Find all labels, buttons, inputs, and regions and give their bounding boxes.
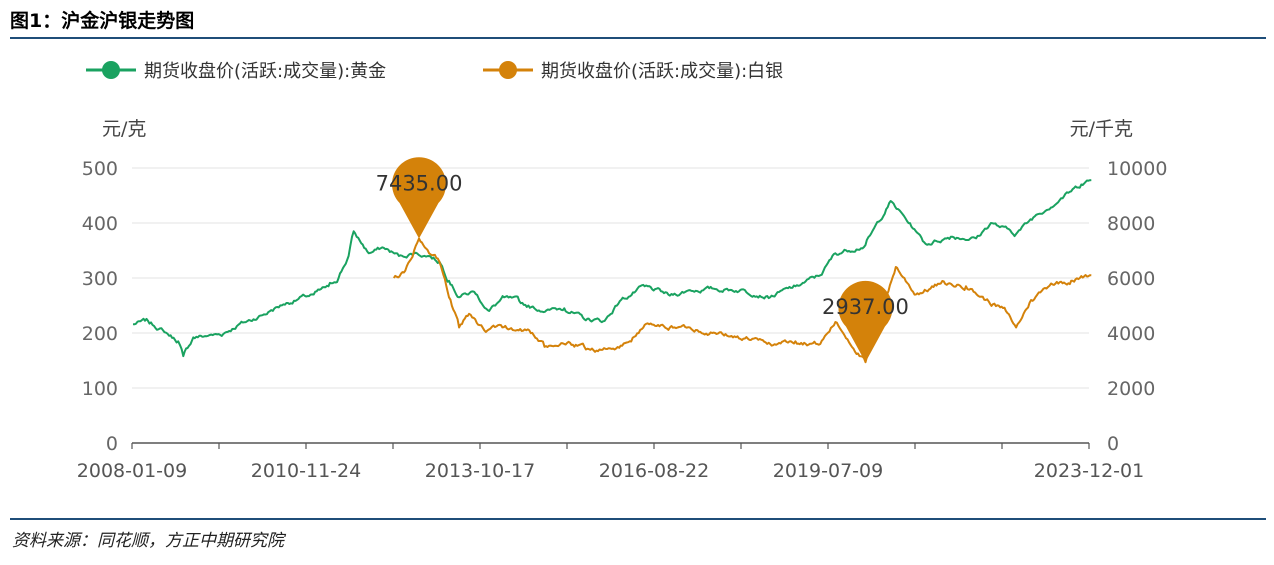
y-left-tick-label: 500 xyxy=(82,158,118,180)
grid xyxy=(132,167,1089,389)
gold-silver-chart: 期货收盘价(活跃:成交量):黄金 期货收盘价(活跃:成交量):白银 0 100 200… xyxy=(77,61,1168,482)
y-left-tick-label: 100 xyxy=(82,378,118,400)
x-tick-label: 2008-01-09 xyxy=(77,460,187,482)
bottom-divider xyxy=(10,518,1266,520)
silver-legend-dot xyxy=(499,61,517,79)
x-tick-label: 2010-11-24 xyxy=(251,460,361,482)
y-right-tick-label: 8000 xyxy=(1107,213,1155,235)
y-right-tick-label: 10000 xyxy=(1107,158,1167,180)
gold-legend-dot xyxy=(102,61,120,79)
gold-series-line xyxy=(132,179,1092,358)
y-right-tick-label: 0 xyxy=(1107,433,1119,455)
y-left-unit: 元/克 xyxy=(102,118,146,140)
x-tick-label: 2019-07-09 xyxy=(773,460,883,482)
y-right-tick-label: 2000 xyxy=(1107,378,1155,400)
annotation-markers: 7435.00 2937.00 xyxy=(376,157,909,363)
silver-legend-label: 期货收盘价(活跃:成交量):白银 xyxy=(541,61,783,82)
min-marker-label: 2937.00 xyxy=(822,295,909,319)
source-note: 资料来源：同花顺，方正中期研究院 xyxy=(12,531,284,551)
x-tick-label: 2023-12-01 xyxy=(1034,460,1144,482)
y-left-tick-label: 300 xyxy=(82,268,118,290)
figure-title: 图1：沪金沪银走势图 xyxy=(10,10,195,32)
top-divider xyxy=(10,37,1266,39)
y-right-tick-label: 6000 xyxy=(1107,268,1155,290)
series-lines xyxy=(132,179,1092,364)
gold-legend-label: 期货收盘价(活跃:成交量):黄金 xyxy=(144,61,386,82)
axes: 0 100 200 300 400 500 0 2000 4000 6000 8000 10000 元/… xyxy=(77,118,1168,482)
y-left-tick-label: 400 xyxy=(82,213,118,235)
min-marker-pin xyxy=(838,280,893,363)
x-tick-label: 2016-08-22 xyxy=(599,460,709,482)
max-marker-label: 7435.00 xyxy=(376,172,463,196)
y-left-tick-label: 200 xyxy=(82,323,118,345)
y-left-tick-label: 0 xyxy=(106,433,118,455)
max-marker-pin xyxy=(392,157,447,239)
silver-series-line xyxy=(392,237,1092,364)
x-tick-label: 2013-10-17 xyxy=(425,460,535,482)
legend: 期货收盘价(活跃:成交量):黄金 期货收盘价(活跃:成交量):白银 xyxy=(86,61,783,82)
y-right-unit: 元/千克 xyxy=(1070,118,1133,140)
y-right-tick-label: 4000 xyxy=(1107,323,1155,345)
